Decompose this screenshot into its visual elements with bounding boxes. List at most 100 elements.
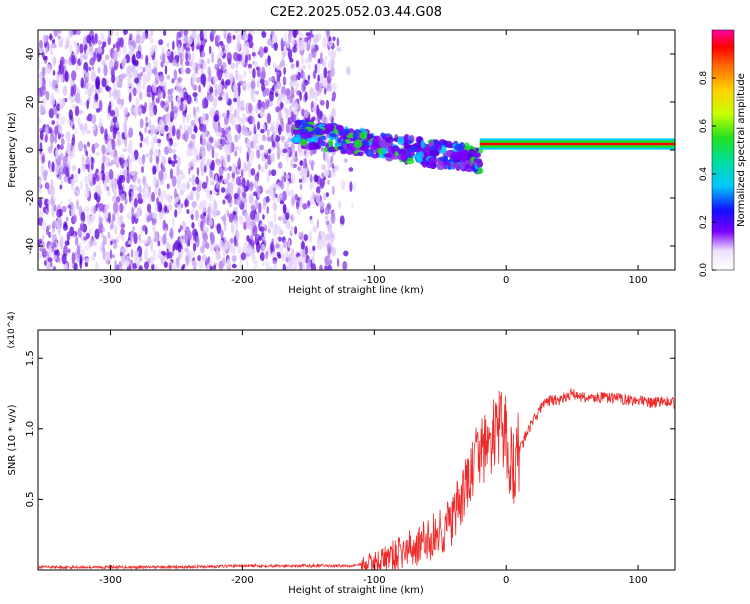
noise-mark	[167, 88, 173, 96]
snr-marks	[38, 388, 675, 570]
noise-mark	[114, 259, 117, 269]
x-tick-label: -100	[363, 575, 386, 586]
noise-mark	[122, 45, 127, 56]
noise-mark	[74, 236, 79, 247]
track-mark	[416, 150, 424, 160]
noise-mark	[82, 69, 87, 75]
noise-mark	[168, 159, 173, 165]
track-mark	[352, 131, 358, 140]
noise-mark	[234, 134, 239, 143]
noise-mark	[148, 118, 152, 131]
noise-mark	[59, 200, 63, 206]
track-mark	[342, 143, 348, 149]
noise-mark	[160, 250, 166, 255]
noise-mark	[41, 51, 45, 58]
noise-mark	[261, 70, 266, 79]
noise-mark	[174, 209, 178, 218]
noise-mark	[302, 40, 308, 51]
noise-mark	[53, 196, 57, 201]
noise-mark	[38, 186, 41, 191]
noise-mark	[87, 215, 92, 226]
snr-series-line	[38, 388, 675, 570]
noise-mark	[169, 138, 174, 146]
noise-mark	[118, 266, 123, 270]
noise-mark	[120, 193, 126, 202]
noise-mark	[226, 259, 232, 269]
noise-mark	[177, 43, 181, 56]
noise-mark	[260, 226, 265, 233]
noise-mark	[60, 138, 65, 145]
noise-mark	[112, 127, 117, 140]
noise-mark	[160, 191, 164, 203]
noise-mark	[327, 49, 333, 58]
noise-mark	[96, 202, 100, 208]
noise-mark	[250, 210, 256, 221]
noise-mark	[234, 235, 237, 247]
noise-mark	[265, 195, 270, 203]
noise-mark	[255, 132, 259, 144]
noise-mark	[256, 185, 261, 196]
noise-mark	[220, 229, 224, 239]
noise-mark	[38, 116, 41, 125]
noise-mark	[67, 118, 71, 125]
noise-mark	[202, 112, 207, 121]
noise-mark	[294, 150, 298, 158]
noise-mark	[123, 160, 129, 168]
noise-mark	[219, 174, 223, 180]
noise-mark	[50, 261, 53, 268]
noise-mark	[91, 125, 97, 131]
noise-mark	[225, 141, 230, 146]
noise-mark	[91, 66, 95, 71]
noise-mark	[299, 45, 304, 51]
noise-mark	[61, 253, 67, 265]
noise-mark	[295, 200, 300, 210]
noise-mark	[81, 248, 85, 258]
noise-mark	[245, 54, 248, 63]
noise-mark	[56, 30, 62, 35]
noise-mark	[191, 62, 197, 70]
noise-mark	[156, 124, 160, 133]
noise-mark	[247, 130, 253, 136]
noise-mark	[190, 133, 196, 140]
track-mark	[449, 162, 460, 169]
chart-title: C2E2.2025.052.03.44.G08	[270, 5, 442, 20]
noise-mark	[112, 44, 116, 49]
noise-mark	[291, 113, 297, 123]
noise-mark	[275, 236, 279, 245]
noise-mark	[325, 118, 330, 125]
noise-mark	[102, 41, 107, 48]
noise-mark	[264, 80, 269, 87]
noise-mark	[150, 30, 154, 36]
noise-mark	[298, 232, 302, 237]
noise-mark	[298, 178, 303, 183]
noise-mark	[244, 211, 249, 219]
noise-mark	[237, 246, 241, 254]
noise-mark	[95, 92, 98, 102]
noise-mark	[130, 153, 135, 163]
noise-mark	[280, 135, 286, 141]
noise-mark	[89, 57, 95, 66]
noise-mark	[185, 47, 190, 52]
noise-mark	[161, 257, 165, 264]
noise-mark	[272, 183, 278, 189]
track-mark	[435, 143, 442, 151]
noise-mark	[108, 89, 112, 98]
noise-mark	[107, 212, 111, 224]
noise-mark	[158, 152, 162, 158]
noise-mark	[88, 153, 92, 161]
noise-mark	[282, 203, 287, 215]
noise-mark	[261, 31, 267, 39]
noise-mark	[205, 94, 211, 101]
noise-mark	[111, 90, 117, 98]
noise-mark	[231, 142, 235, 152]
noise-mark	[80, 211, 86, 224]
noise-mark	[139, 184, 142, 195]
noise-mark	[260, 112, 266, 118]
noise-mark	[285, 122, 291, 134]
noise-mark	[268, 169, 272, 177]
track-mark	[400, 152, 409, 162]
noise-mark	[238, 133, 241, 141]
noise-mark	[173, 154, 177, 161]
noise-mark	[195, 176, 200, 185]
noise-mark	[128, 127, 134, 138]
